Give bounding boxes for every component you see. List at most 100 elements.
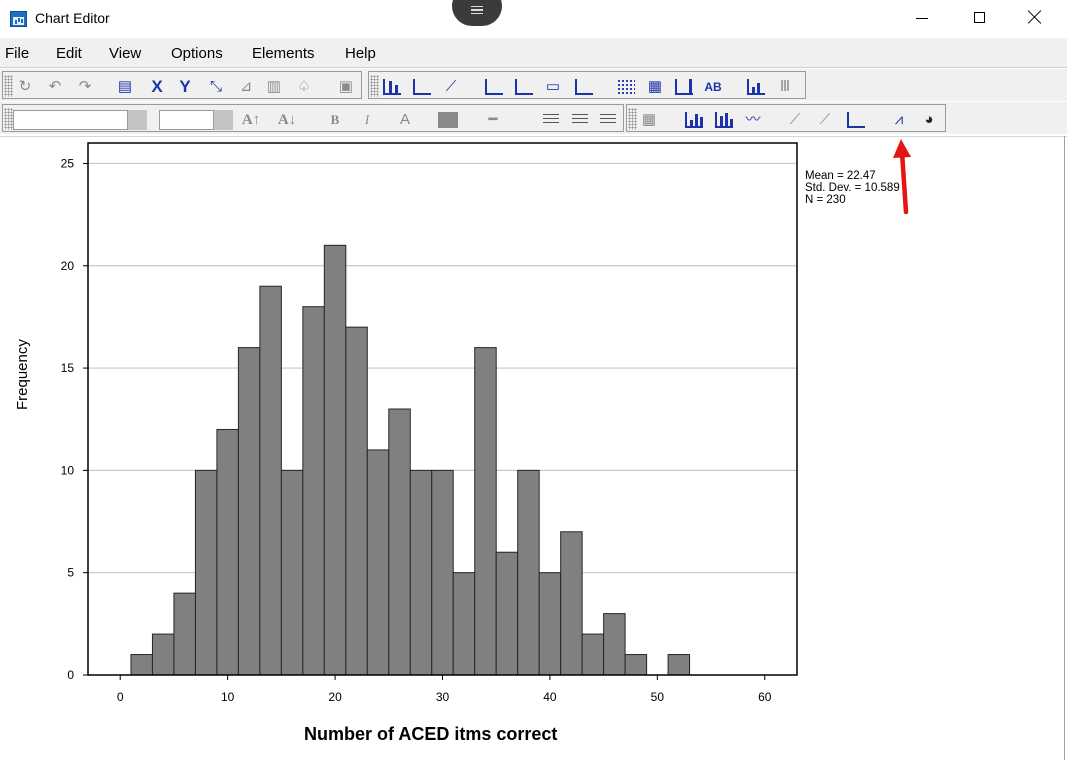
histogram-bar-41[interactable] <box>560 531 583 676</box>
bars-icon[interactable] <box>383 79 401 95</box>
y-tick-label: 5 <box>67 566 74 580</box>
line-style-icon[interactable]: ━ <box>488 111 498 128</box>
legend-icon[interactable] <box>575 79 593 95</box>
y-tick-label: 0 <box>67 668 74 682</box>
histogram-bar-5[interactable] <box>173 592 196 676</box>
paste-icon[interactable]: ▣ <box>338 78 354 95</box>
text-box-icon[interactable]: ▭ <box>545 78 561 95</box>
align-right-icon[interactable] <box>600 114 616 126</box>
histogram-bar-37[interactable] <box>517 469 540 676</box>
ticks-icon[interactable] <box>675 79 693 95</box>
histogram-bar-33[interactable] <box>474 347 497 676</box>
mean-stat: Mean = 22.47 <box>805 170 876 182</box>
area-icon[interactable]: ⟋ <box>819 111 831 128</box>
italic-icon[interactable]: I <box>364 112 370 127</box>
hamburger-icon[interactable] <box>471 6 483 14</box>
bar-icon[interactable] <box>685 112 703 128</box>
summary-statistics[interactable]: Mean = 22.47 Std. Dev. = 10.589 N = 230 <box>805 170 900 206</box>
font-family-input[interactable] <box>13 110 128 130</box>
dataset-icon[interactable]: ▥ <box>266 78 282 95</box>
histogram-bar-31[interactable] <box>452 572 476 676</box>
y-tick-label: 10 <box>61 463 75 477</box>
bold-icon[interactable]: B <box>330 112 340 127</box>
histogram-bar-17[interactable] <box>302 306 325 676</box>
font-grow-icon[interactable]: A↑ <box>241 112 261 128</box>
menu-edit[interactable]: Edit <box>56 45 82 62</box>
fill-color-icon[interactable] <box>438 112 458 128</box>
histogram-bar-15[interactable] <box>280 469 304 676</box>
histogram-bar-51[interactable] <box>667 654 691 676</box>
distribution-curve-icon[interactable]: ⩘ <box>894 111 904 128</box>
refresh-icon[interactable]: ↻ <box>18 78 32 95</box>
window-title: Chart Editor <box>35 10 110 26</box>
scatter-icon[interactable]: ⟋ <box>789 111 801 128</box>
font-size-input[interactable] <box>159 110 214 130</box>
histogram-bar-25[interactable] <box>388 408 411 676</box>
rescale-icon[interactable]: ⤡ <box>209 78 222 95</box>
transpose-icon[interactable]: ⊿ <box>239 78 253 95</box>
maximize-button[interactable] <box>957 0 1003 36</box>
lasso-icon[interactable]: ♤ <box>297 78 311 95</box>
font-family-dropdown[interactable] <box>128 110 147 130</box>
histogram-bar-47[interactable] <box>624 654 648 676</box>
toolbar-grip[interactable] <box>628 108 637 130</box>
menu-elements[interactable]: Elements <box>252 45 315 62</box>
fit-line-icon[interactable] <box>847 112 865 128</box>
histogram-bar-29[interactable] <box>431 469 454 676</box>
x-tick-label: 60 <box>758 690 772 704</box>
line-icon[interactable]: ⟋ <box>445 78 457 95</box>
histogram-bar-13[interactable] <box>259 285 282 676</box>
toolbar-grip[interactable] <box>4 75 13 97</box>
histogram-bar-27[interactable] <box>409 469 433 676</box>
histogram-bar-43[interactable] <box>581 633 605 676</box>
font-shrink-icon[interactable]: A↓ <box>277 112 297 128</box>
y-axis-icon[interactable]: Y <box>179 77 191 96</box>
grid-dots-icon[interactable] <box>617 79 635 95</box>
histogram-bar-21[interactable] <box>345 326 368 676</box>
histogram-bars[interactable] <box>130 244 691 676</box>
undo-icon[interactable]: ↶ <box>48 78 62 95</box>
redo-icon[interactable]: ↷ <box>78 78 92 95</box>
toolbar-grip[interactable] <box>4 108 13 130</box>
x-axis-icon[interactable]: X <box>151 77 163 96</box>
toolbar-grip[interactable] <box>370 75 379 97</box>
align-left-icon[interactable] <box>543 114 559 126</box>
minimize-button[interactable] <box>899 0 945 36</box>
histogram-bar-11[interactable] <box>237 347 261 676</box>
align-center-icon[interactable] <box>572 114 588 126</box>
properties-icon[interactable]: ▤ <box>117 78 133 95</box>
histogram-bar-19[interactable] <box>323 244 347 676</box>
menu-view[interactable]: View <box>109 45 142 62</box>
pie-icon[interactable]: ◕ <box>924 111 934 128</box>
y-axis-label[interactable]: Frequency <box>14 339 31 410</box>
data-labels-icon[interactable]: AB <box>704 80 722 94</box>
title-icon[interactable] <box>485 79 503 95</box>
histogram-bar-39[interactable] <box>538 572 562 676</box>
histogram-bar-45[interactable] <box>603 613 626 676</box>
histogram-bar-35[interactable] <box>495 551 519 676</box>
clustered-bar-icon[interactable] <box>715 112 733 128</box>
x-axis-label[interactable]: Number of ACED itms correct <box>304 724 558 744</box>
histogram-bar-23[interactable] <box>366 449 390 676</box>
horizontal-bars-icon[interactable] <box>413 79 431 95</box>
histogram-bar-9[interactable] <box>216 428 239 676</box>
std-dev-stat: Std. Dev. = 10.589 <box>805 182 900 194</box>
footnote-icon[interactable] <box>515 79 533 95</box>
grid-lines-icon[interactable]: ▦ <box>647 78 663 95</box>
line-chart-icon[interactable]: 〰 <box>745 111 761 128</box>
menu-options[interactable]: Options <box>171 45 223 62</box>
histogram-bar-7[interactable] <box>194 469 218 676</box>
histogram-bar-3[interactable] <box>151 633 175 676</box>
menu-help[interactable]: Help <box>345 45 376 62</box>
x-tick-label: 40 <box>543 690 557 704</box>
sort-icon[interactable] <box>747 79 765 95</box>
title-bar[interactable]: Chart Editor <box>0 0 1067 38</box>
bar-chart-icon[interactable]: Ⅲ <box>779 78 791 95</box>
text-color-icon[interactable]: A <box>399 111 410 128</box>
histogram-bar-1[interactable] <box>130 654 153 676</box>
chart-grid-icon[interactable]: ▦ <box>641 111 657 128</box>
font-size-dropdown[interactable] <box>214 110 233 130</box>
menu-file[interactable]: File <box>5 45 30 62</box>
x-tick-label: 50 <box>651 690 665 704</box>
